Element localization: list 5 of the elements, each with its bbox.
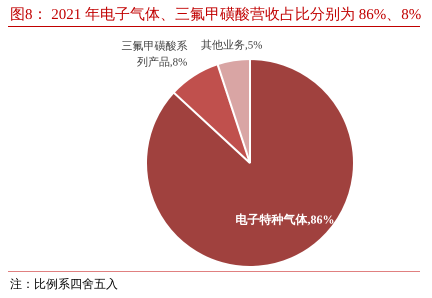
slice-label: 其他业务,5%	[200, 38, 262, 52]
slice-label: 三氟甲磺酸系列产品,8%	[121, 39, 188, 68]
text: 注：比例系四舍五入	[10, 276, 118, 293]
chart-title: 图8： 2021 年电子气体、三氟甲磺酸营收占比分别为 86%、8%	[10, 6, 422, 24]
slice-label: 电子特种气体,86%	[236, 212, 335, 226]
